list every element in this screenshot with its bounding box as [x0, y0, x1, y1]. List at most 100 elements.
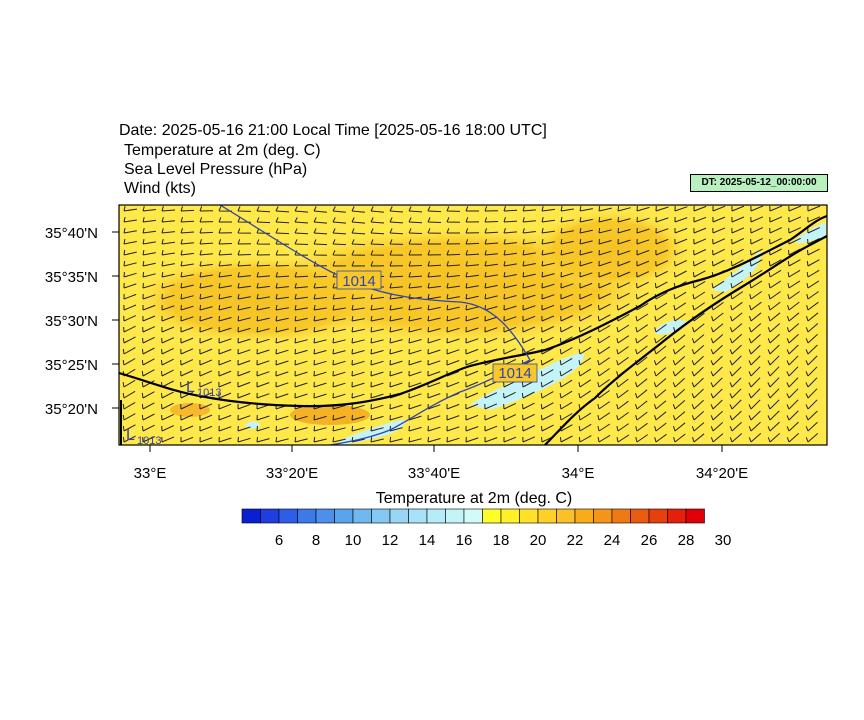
wind-barb — [655, 227, 669, 234]
wind-barb — [446, 403, 460, 410]
wind-barb — [332, 250, 347, 256]
colorbar-swatch — [556, 508, 576, 524]
wind-barb — [616, 378, 629, 388]
wind-barb — [541, 315, 555, 322]
colorbar-tick-label: 26 — [641, 532, 658, 549]
wind-barb — [180, 283, 194, 289]
isobar-line — [329, 359, 531, 445]
wind-barb — [807, 248, 820, 256]
wind-barb — [332, 228, 347, 235]
wind-barb — [313, 206, 327, 213]
wind-barb — [578, 335, 592, 344]
wind-barb — [805, 333, 818, 344]
wind-barb — [578, 325, 592, 333]
hot-region — [290, 405, 370, 425]
wind-barb — [579, 217, 593, 223]
wind-barb — [294, 206, 309, 213]
colorbar-swatch — [463, 508, 483, 524]
wind-barb — [427, 315, 441, 322]
wind-barb — [559, 357, 573, 366]
wind-barb — [522, 261, 536, 267]
wind-barb — [616, 335, 630, 344]
wind-barb — [275, 425, 289, 432]
wind-barb — [122, 413, 136, 421]
wind-barb — [332, 359, 346, 366]
wind-barb — [123, 271, 137, 278]
wind-barb — [768, 269, 782, 278]
wind-barb — [389, 206, 404, 213]
wind-barb — [427, 261, 442, 267]
wind-barb — [503, 293, 517, 300]
wind-barb — [616, 423, 629, 432]
wind-barb — [142, 436, 156, 443]
wind-barb — [256, 392, 270, 399]
wind-barb — [218, 239, 233, 245]
wind-barb — [218, 271, 232, 278]
wind-barb — [161, 238, 175, 245]
wind-barb — [710, 433, 724, 443]
wind-barb — [465, 294, 479, 300]
wind-barb — [161, 326, 175, 333]
wind-barb — [503, 249, 517, 256]
wind-barb — [142, 282, 156, 289]
wind-barb — [199, 381, 213, 388]
wind-barb — [730, 312, 743, 322]
wind-barb — [653, 378, 667, 388]
wind-barb — [313, 392, 327, 399]
wind-barb — [655, 270, 668, 278]
wind-barb — [730, 280, 744, 289]
wind-barb — [161, 272, 175, 278]
wind-barb — [503, 337, 517, 344]
wind-barb — [522, 217, 536, 223]
wind-barb — [389, 370, 403, 377]
wind-barb — [256, 283, 270, 289]
wind-barb — [560, 228, 574, 234]
wind-barb — [332, 261, 347, 267]
wind-barb — [522, 250, 536, 256]
wind-barb — [653, 400, 667, 410]
wind-barb — [351, 206, 365, 213]
wind-barb — [674, 216, 688, 223]
wind-barb — [275, 206, 290, 213]
wind-barb — [332, 304, 346, 311]
wind-barb — [122, 379, 136, 388]
wind-barb — [616, 346, 629, 355]
wind-barb — [294, 348, 308, 355]
wind-barb — [408, 436, 422, 443]
wind-barb — [427, 425, 441, 432]
wind-barb — [748, 355, 761, 366]
wind-barb — [351, 217, 366, 224]
wind-barb — [750, 227, 764, 234]
wind-barb — [786, 366, 799, 377]
wind-barb — [767, 366, 780, 377]
wind-barb — [541, 304, 555, 311]
wind-barb — [541, 271, 555, 278]
wind-barb — [275, 305, 289, 311]
wind-barb — [578, 346, 592, 355]
wind-barb — [218, 381, 232, 388]
wind-barb — [446, 436, 460, 443]
wind-barb — [578, 435, 592, 443]
south-coastline — [544, 235, 827, 445]
wind-barb — [503, 436, 517, 443]
wind-barb — [313, 294, 327, 300]
wind-barb — [654, 313, 668, 322]
wind-barb — [180, 326, 194, 333]
wind-barb — [218, 261, 232, 267]
wind-barb — [218, 250, 233, 256]
wind-barb — [161, 391, 174, 399]
wind-barb — [807, 227, 821, 234]
wind-barb — [767, 377, 780, 388]
wind-barb — [180, 425, 194, 432]
wind-barb — [332, 294, 346, 300]
wind-barb — [484, 272, 498, 278]
wind-barb — [199, 403, 213, 410]
wind-barb — [294, 261, 309, 267]
wind-barb — [351, 294, 365, 300]
wind-barb — [427, 217, 442, 223]
wind-barb — [521, 391, 535, 399]
wind-barb — [616, 389, 629, 399]
wind-barb — [389, 436, 403, 443]
wind-barb — [256, 337, 270, 344]
wind-barb — [389, 217, 404, 224]
